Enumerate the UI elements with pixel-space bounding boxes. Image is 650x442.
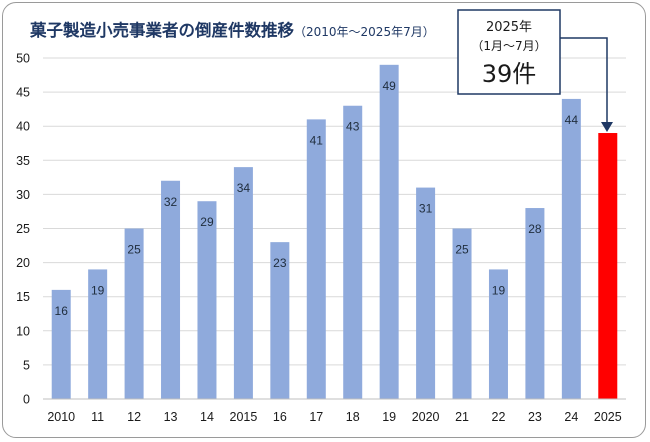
bar: [88, 269, 108, 399]
y-tick-label: 5: [23, 358, 30, 372]
bars: [51, 64, 618, 400]
bar: [379, 64, 399, 399]
bar: [161, 180, 181, 399]
bar: [197, 201, 217, 399]
data-label: 31: [419, 202, 433, 216]
chart-subtitle: （2010年～2025年7月）: [294, 25, 435, 39]
chart-title-group: 菓子製造小売事業者の倒産件数推移（2010年～2025年7月）: [29, 20, 435, 40]
bar: [452, 228, 472, 399]
bar: [233, 167, 253, 399]
callout-arrow-line: [560, 37, 608, 126]
data-label: 19: [91, 283, 105, 297]
data-label: 28: [528, 222, 542, 236]
x-tick-label: 14: [200, 410, 214, 424]
callout: 2025年 （1月～7月） 39件: [457, 9, 613, 132]
data-label: 34: [237, 181, 251, 195]
callout-year: 2025年: [486, 20, 532, 35]
bar: [525, 208, 545, 399]
x-axis: 2010 11 12 13 14 2015 16 17 18 19 2020 21 22 23 24 2025: [43, 398, 626, 424]
x-tick-label: 23: [528, 410, 542, 424]
data-label: 49: [382, 79, 396, 93]
data-label: 29: [200, 215, 214, 229]
x-tick-label: 2010: [47, 410, 75, 424]
x-tick-label: 12: [127, 410, 141, 424]
data-label: 19: [492, 283, 506, 297]
x-tick-label: 13: [164, 410, 178, 424]
y-tick-label: 45: [16, 86, 30, 100]
x-tick-label: 2020: [412, 410, 440, 424]
x-tick-label: 2015: [230, 410, 258, 424]
x-tick-label: 2025: [594, 410, 622, 424]
y-tick-label: 50: [16, 52, 30, 66]
y-tick-label: 30: [16, 188, 30, 202]
data-label: 32: [164, 195, 178, 209]
bar: [51, 289, 71, 399]
y-tick-label: 10: [16, 324, 30, 338]
data-labels: 16 19 25 32 29 34 23 41 43 49 31 25 19 28 44: [55, 79, 579, 318]
data-label: 25: [455, 243, 469, 257]
callout-box: [457, 9, 561, 95]
y-tick-label: 15: [16, 290, 30, 304]
bar: [343, 105, 363, 400]
bar: [306, 119, 326, 399]
bar: [488, 269, 508, 399]
x-tick-label: 22: [492, 410, 506, 424]
bar: [561, 98, 581, 400]
data-label: 41: [310, 133, 324, 147]
data-label: 23: [273, 256, 287, 270]
x-tick-label: 17: [309, 410, 323, 424]
y-tick-label: 0: [23, 393, 30, 407]
bar: [598, 133, 618, 399]
bar: [270, 242, 290, 399]
data-label: 43: [346, 120, 360, 134]
y-axis: 0 5 10 15 20 25 30 35 40 45 50: [16, 52, 30, 407]
y-tick-label: 20: [16, 256, 30, 270]
y-tick-label: 35: [16, 154, 30, 168]
y-tick-label: 25: [16, 222, 30, 236]
bar: [124, 228, 144, 399]
x-tick-label: 11: [91, 410, 104, 424]
bar: [416, 187, 436, 399]
callout-arrowhead: [601, 122, 613, 132]
chart-title: 菓子製造小売事業者の倒産件数推移: [29, 20, 295, 40]
x-tick-label: 18: [346, 410, 360, 424]
callout-count: 39件: [482, 60, 537, 88]
x-tick-label: 19: [382, 410, 396, 424]
x-tick-label: 24: [564, 410, 578, 424]
x-tick-label: 21: [455, 410, 469, 424]
y-tick-label: 40: [16, 120, 30, 134]
data-label: 44: [565, 113, 579, 127]
callout-period: （1月～7月）: [471, 39, 546, 53]
data-label: 16: [55, 304, 69, 318]
data-label: 25: [127, 243, 141, 257]
x-tick-label: 16: [273, 410, 287, 424]
